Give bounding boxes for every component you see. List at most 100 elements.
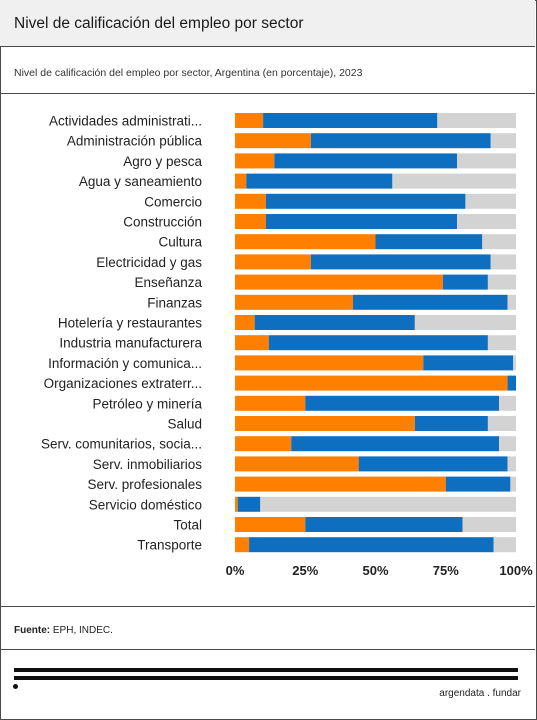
- bar-segment: [499, 395, 516, 411]
- bar-segment: [482, 234, 516, 250]
- category-label: Agro y pesca: [123, 154, 202, 169]
- bar-segment: [305, 517, 463, 532]
- bar-segment: [235, 274, 443, 290]
- bar-segment: [235, 173, 247, 189]
- bar-segment: [445, 476, 511, 492]
- bar-segment: [414, 416, 488, 431]
- bar-segment: [260, 496, 516, 512]
- bar-segment: [358, 456, 508, 472]
- divider: [0, 93, 535, 94]
- bar-segment: [442, 274, 488, 290]
- bar-segment: [235, 355, 424, 371]
- category-label: Agua y saneamiento: [79, 174, 202, 189]
- bar-segment: [291, 436, 500, 452]
- category-label: Servicio doméstico: [89, 497, 202, 512]
- bar-segment: [353, 294, 508, 310]
- bar-segment: [235, 294, 354, 310]
- bar-segment: [490, 254, 516, 270]
- bar-segment: [310, 133, 491, 149]
- brand-dot: [13, 684, 18, 689]
- bar-segment: [423, 355, 514, 371]
- category-label: Cultura: [158, 235, 202, 250]
- bar-segment: [235, 335, 269, 351]
- bar-segment: [235, 395, 306, 411]
- bar-segment: [465, 193, 516, 209]
- source-note: Fuente: EPH, INDEC.: [14, 625, 113, 636]
- bar-segment: [462, 517, 516, 532]
- bar-segment: [235, 254, 311, 270]
- bar-segment: [237, 496, 261, 512]
- divider: [0, 606, 535, 607]
- category-label: Petróleo y minería: [92, 396, 202, 411]
- bar-segment: [235, 113, 264, 128]
- bar-segment: [235, 153, 275, 169]
- brand-bar: [14, 668, 518, 672]
- x-tick-label: 100%: [499, 563, 533, 578]
- bar-segment: [249, 537, 494, 553]
- category-label: Total: [173, 518, 202, 533]
- bar-segment: [310, 254, 491, 270]
- header: Nivel de calificación del empleo por sec…: [0, 0, 535, 47]
- brand-logo-text: argendata . fundar: [439, 688, 521, 699]
- category-label: Construcción: [123, 215, 202, 230]
- bar-segment: [456, 214, 516, 229]
- bar-segment: [235, 496, 238, 512]
- bar-segment: [274, 153, 457, 169]
- bar-segment: [235, 416, 415, 431]
- source-text: EPH, INDEC.: [52, 625, 113, 636]
- category-label: Organizaciones extraterr...: [44, 376, 202, 391]
- bar-segment: [513, 355, 516, 371]
- source-label: Fuente:: [14, 625, 51, 636]
- category-label: Electricidad y gas: [96, 255, 202, 270]
- bar-segment: [487, 416, 516, 431]
- bar-segment: [268, 335, 488, 351]
- bar-segment: [510, 476, 516, 492]
- bar-segment: [507, 375, 516, 391]
- category-label: Industria manufacturera: [59, 336, 202, 351]
- bar-segment: [235, 537, 250, 553]
- bar-segment: [487, 274, 516, 290]
- stacked-bar-chart: Actividades administrati... Administració…: [41, 113, 533, 578]
- brand-bar: [14, 676, 518, 680]
- category-label: Información y comunica...: [48, 356, 202, 371]
- bar-segment: [487, 335, 516, 351]
- x-tick-label: 25%: [292, 563, 318, 578]
- bar-segment: [235, 456, 359, 472]
- bar-segment: [499, 436, 516, 452]
- category-label: Serv. comunitarios, socia...: [41, 437, 202, 452]
- divider: [0, 649, 535, 650]
- category-label: Serv. inmobiliarios: [93, 457, 203, 472]
- bar-segment: [375, 234, 483, 250]
- category-label: Finanzas: [147, 295, 202, 310]
- bar-segment: [235, 476, 446, 492]
- x-tick-label: 75%: [433, 563, 459, 578]
- bar-segment: [263, 113, 438, 128]
- category-label: Salud: [167, 417, 202, 432]
- category-label: Hotelería y restaurantes: [58, 316, 202, 331]
- bar-segment: [507, 294, 516, 310]
- x-tick-label: 0%: [226, 563, 245, 578]
- bar-segment: [507, 456, 516, 472]
- bar-segment: [235, 436, 292, 452]
- bar-segment: [235, 517, 306, 532]
- page-title: Nivel de calificación del empleo por sec…: [14, 15, 304, 32]
- bar-segment: [235, 234, 376, 250]
- bar-segment: [235, 193, 266, 209]
- bar-segment: [456, 153, 516, 169]
- bar-segment: [265, 193, 466, 209]
- bar-segment: [235, 315, 255, 330]
- category-label: Comercio: [144, 194, 202, 209]
- bar-segment: [235, 214, 266, 229]
- category-label: Serv. profesionales: [87, 477, 202, 492]
- bar-segment: [490, 133, 516, 149]
- bar-segment: [493, 537, 516, 553]
- chart-subtitle: Nivel de calificación del empleo por sec…: [14, 67, 363, 79]
- bar-segment: [414, 315, 516, 330]
- category-label: Transporte: [137, 538, 202, 553]
- x-tick-label: 50%: [362, 563, 388, 578]
- bar-segment: [254, 315, 415, 330]
- bar-segment: [305, 395, 500, 411]
- bar-segment: [246, 173, 393, 189]
- bar-segment: [235, 133, 311, 149]
- bar-segment: [235, 375, 508, 391]
